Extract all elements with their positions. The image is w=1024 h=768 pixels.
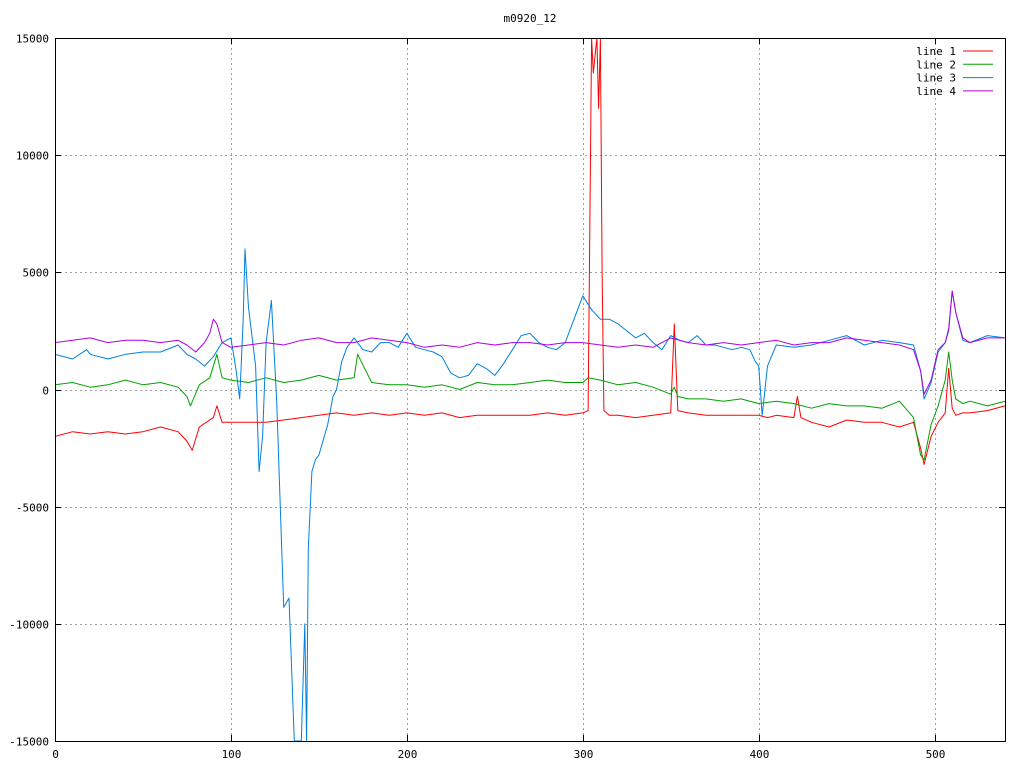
- y-tick-label: -5000: [16, 502, 49, 515]
- y-tick-label: -10000: [9, 619, 49, 632]
- y-tick-label: 5000: [23, 267, 50, 280]
- y-tick-label: 0: [42, 385, 49, 398]
- x-tick-label: 300: [574, 748, 594, 761]
- x-tick-label: 400: [750, 748, 770, 761]
- x-tick-label: 200: [398, 748, 418, 761]
- x-tick-label: 0: [52, 748, 59, 761]
- chart-title: m0920_12: [504, 12, 557, 25]
- legend-label: line 4: [916, 85, 956, 98]
- axes: -15000 -10000 -5000 0 5000 10000 15000 0 100 200 3…: [9, 33, 1005, 761]
- x-tick-label: 500: [926, 748, 946, 761]
- legend-label: line 3: [916, 72, 956, 85]
- legend-label: line 1: [916, 45, 956, 58]
- series-layer: [55, 38, 1005, 741]
- series-line-2: [55, 351, 1005, 461]
- y-tick-label: 10000: [16, 150, 49, 163]
- x-tick-label: 100: [222, 748, 242, 761]
- y-tick-label: 15000: [16, 33, 49, 46]
- series-line-4: [55, 290, 1005, 395]
- legend-label: line 2: [916, 58, 956, 71]
- y-tick-label: -15000: [9, 736, 49, 749]
- series-line-1: [55, 38, 1005, 465]
- grid-lines: [55, 38, 1005, 741]
- series-line-3: [55, 248, 1005, 741]
